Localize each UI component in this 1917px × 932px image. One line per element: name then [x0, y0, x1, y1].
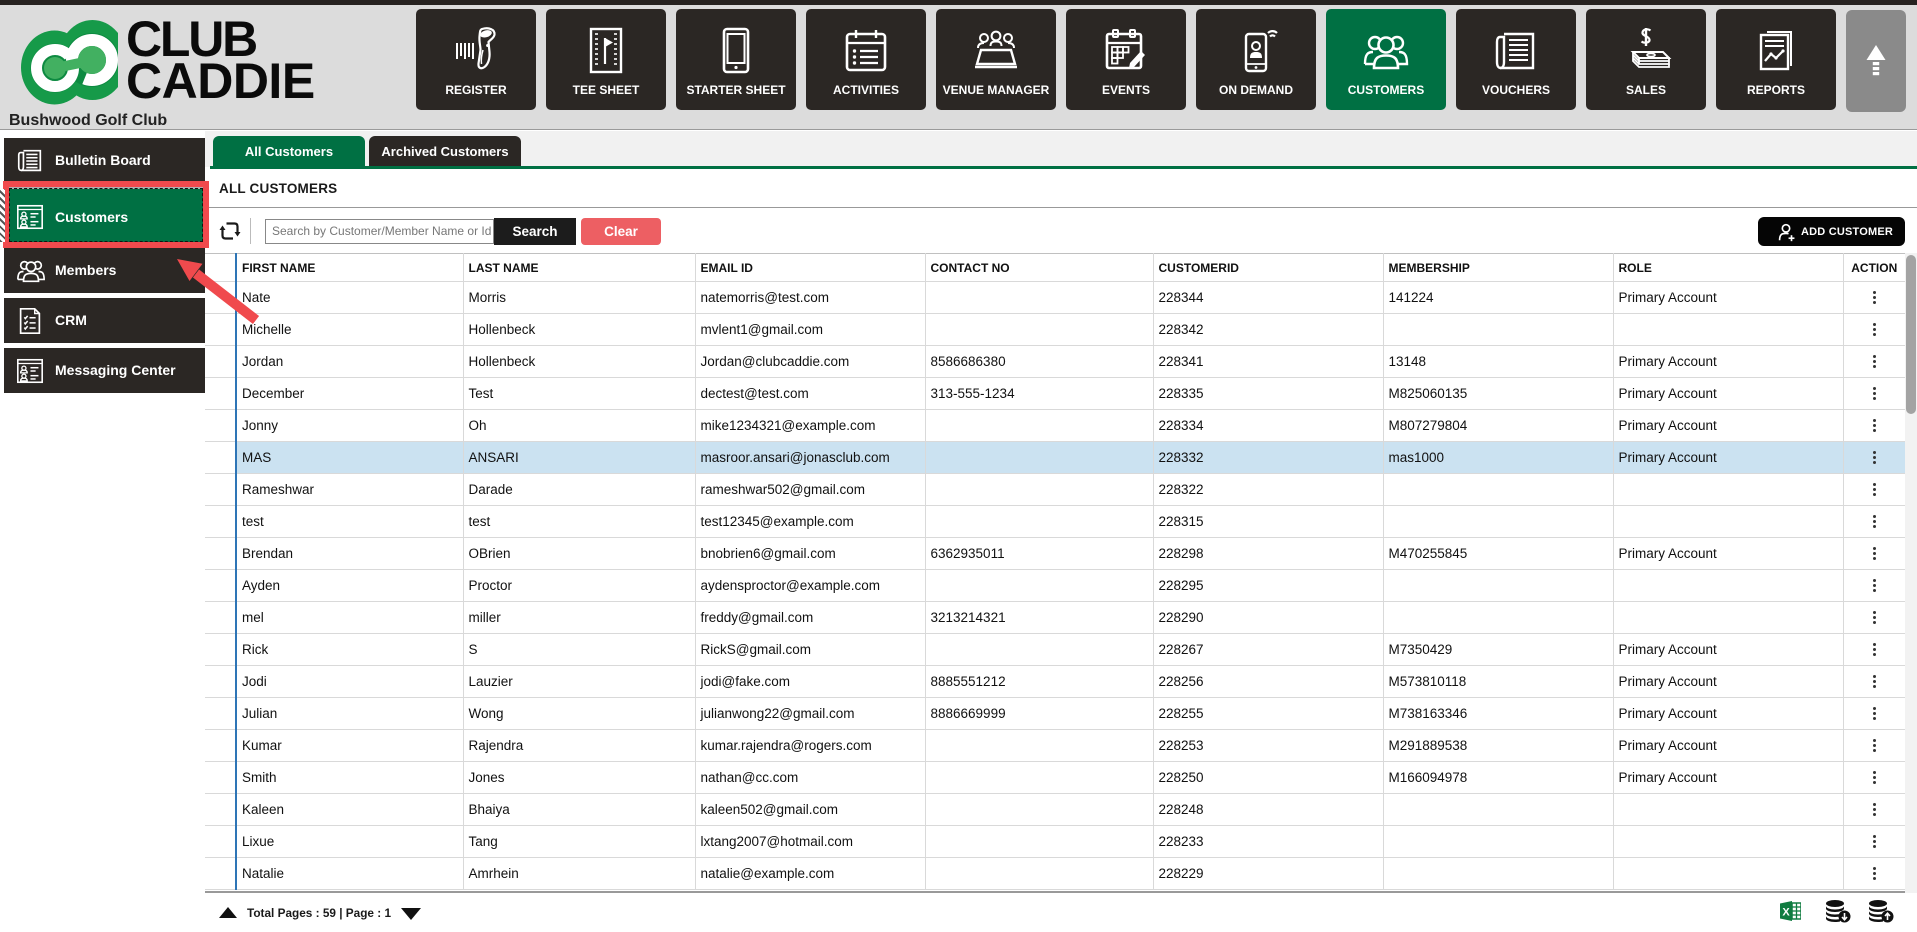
svg-text:X: X: [1782, 907, 1790, 919]
